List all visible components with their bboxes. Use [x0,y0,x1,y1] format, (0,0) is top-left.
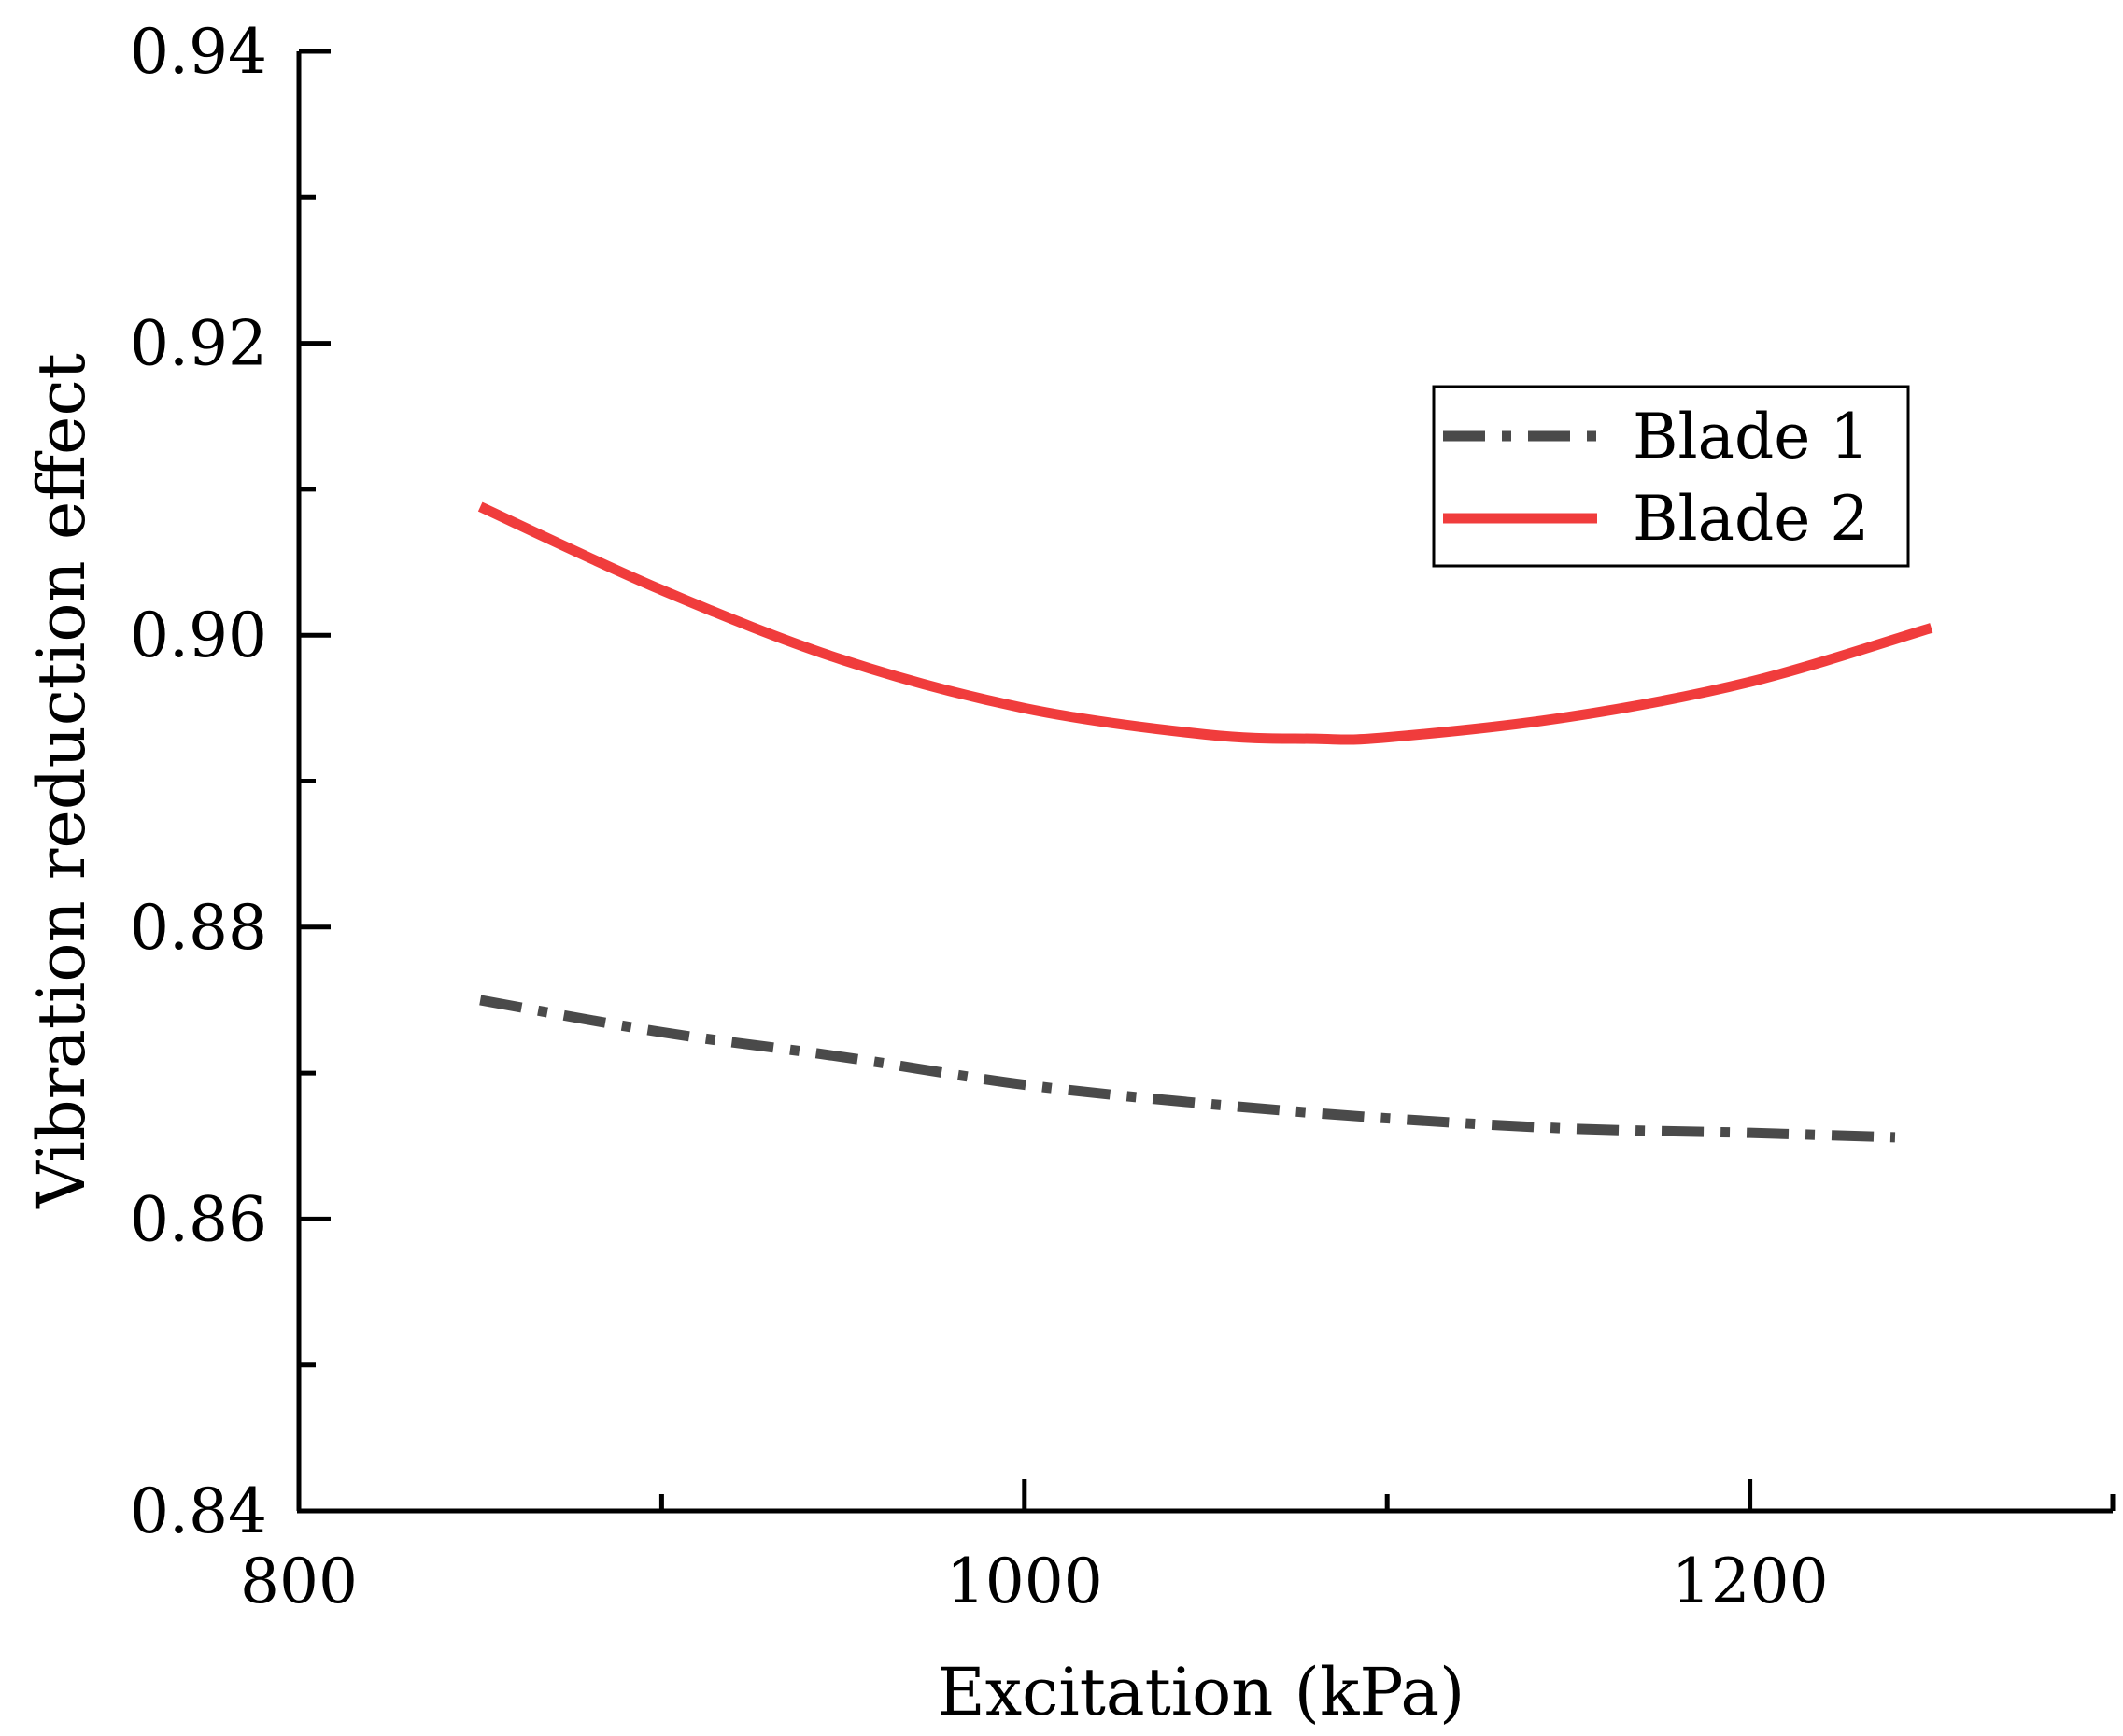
series-line-blade-2 [477,501,1933,745]
axis-ticks [296,49,2116,1514]
legend-box [1432,385,1910,568]
y-tick-label: 0.86 [130,1183,267,1255]
y-tick-label: 0.94 [130,16,267,88]
y-tick-label: 0.84 [130,1475,267,1547]
x-tick-label: 1000 [946,1545,1103,1617]
legend: Blade 1 Blade 2 [1432,385,1910,568]
axes [296,51,2113,1514]
series-line-blade-1 [479,995,1896,1143]
x-tick-label: 800 [240,1545,358,1617]
tick-labels: 0.84 0.86 0.88 0.90 0.92 0.94 800 1000 1200 [130,16,1829,1617]
y-axis-title: Vibration reduction effect [23,353,100,1209]
x-axis-title: Excitation (kPa) [938,1654,1465,1730]
x-tick-label: 1200 [1672,1545,1829,1617]
y-tick-label: 0.88 [130,892,267,964]
data-series [477,501,1933,1143]
legend-label-blade-2: Blade 2 [1633,483,1869,555]
y-tick-label: 0.92 [130,308,267,380]
legend-label-blade-1: Blade 1 [1633,401,1869,473]
y-tick-label: 0.90 [130,600,267,671]
